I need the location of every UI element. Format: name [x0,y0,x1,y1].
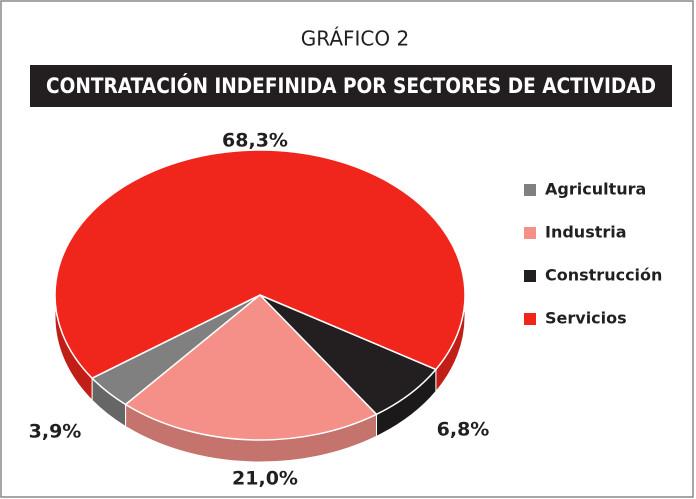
legend-label: Servicios [545,309,627,328]
data-label: 21,0% [232,468,298,490]
legend-label: Construcción [545,266,662,285]
data-label: 68,3% [222,130,288,152]
legend-swatch [524,184,536,196]
legend-swatch [524,270,536,282]
data-label: 3,9% [29,421,82,443]
title-bar [30,65,672,107]
chart-subtitle: CONTRATACIÓN INDEFINIDA POR SECTORES DE … [46,73,656,98]
chart-title: GRÁFICO 2 [301,27,409,51]
slice [54,149,466,380]
slice [124,293,378,441]
legend-swatch [524,313,536,325]
legend-label: Agricultura [545,180,646,199]
legend-label: Industria [545,223,627,242]
legend-swatch [524,227,536,239]
data-label: 6,8% [437,419,490,441]
